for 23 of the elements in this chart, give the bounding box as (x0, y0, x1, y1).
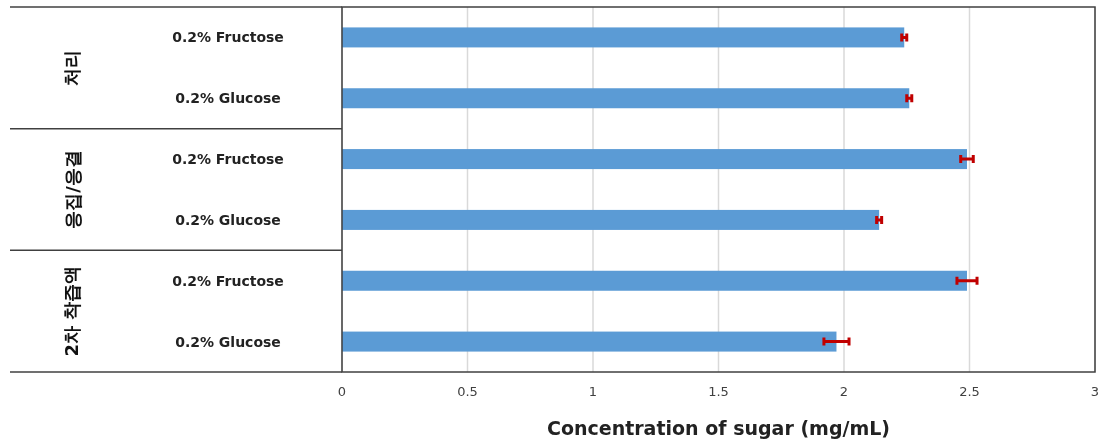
y-tick-label: 0.2% Glucose (175, 90, 281, 107)
y-tick-label: 0.2% Glucose (175, 333, 281, 350)
bar (342, 27, 905, 48)
x-tick-label: 0 (337, 384, 347, 399)
x-tick-label: 0.5 (457, 384, 478, 399)
x-tick-label: 2 (839, 384, 849, 399)
bar (342, 149, 967, 170)
x-tick-label: 1 (588, 384, 598, 399)
x-axis-title: Concentration of sugar (mg/mL) (546, 417, 891, 439)
x-tick-label: 2.5 (959, 384, 980, 399)
y-tick-label: 0.2% Fructose (172, 272, 284, 289)
text: 2차 착즙액 (61, 265, 83, 357)
y-tick-label: 0.2% Fructose (172, 29, 284, 46)
bar (342, 270, 967, 291)
x-tick-label: 3 (1090, 384, 1100, 399)
bar (342, 209, 880, 230)
text: 응집/응결 (61, 150, 83, 229)
bar (342, 88, 910, 109)
y-tick-label: 0.2% Fructose (172, 151, 284, 168)
bar (342, 331, 837, 352)
text: 처리 (61, 49, 83, 86)
y-tick-label: 0.2% Glucose (175, 211, 281, 228)
x-tick-label: 1.5 (708, 384, 729, 399)
